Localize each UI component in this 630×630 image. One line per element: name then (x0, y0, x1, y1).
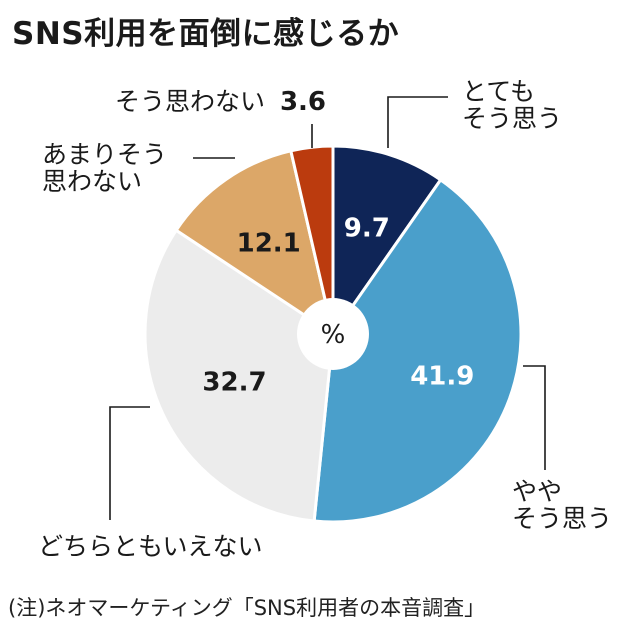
unit-label: % (321, 320, 346, 350)
slice-value-3: 12.1 (237, 228, 301, 258)
slice-label-3-line-1: 思わない (42, 167, 142, 196)
slice-label-1-line-1: そう思う (512, 504, 612, 533)
source-note: (注)ネオマーケティング「SNS利用者の本音調査」 (8, 596, 486, 620)
chart-title: SNS利用を面倒に感じるか (12, 16, 400, 52)
slice-label-1-line-0: やや (512, 477, 562, 506)
center-hole (297, 298, 369, 370)
pie-slice-1 (312, 177, 523, 524)
slice-label-0-line-1: そう思う (462, 104, 562, 133)
slice-label-2-line-0: どちらともいえない (38, 532, 263, 561)
slice-value-1: 41.9 (410, 362, 474, 392)
slice-value-4: 3.6 (280, 87, 326, 117)
slice-label-4-line-0: そう思わない (115, 87, 265, 116)
pie-slice-3 (174, 148, 336, 338)
pie-slice-0 (331, 144, 443, 339)
slice-value-0: 9.7 (344, 213, 390, 243)
leader-line-2 (109, 406, 150, 520)
slice-label-3-line-0: あまりそう (42, 140, 167, 169)
leader-line-0 (387, 96, 448, 148)
leader-line-1 (523, 365, 546, 470)
slice-label-0-line-0: とても (462, 77, 535, 106)
slice-value-2: 32.7 (202, 368, 266, 398)
